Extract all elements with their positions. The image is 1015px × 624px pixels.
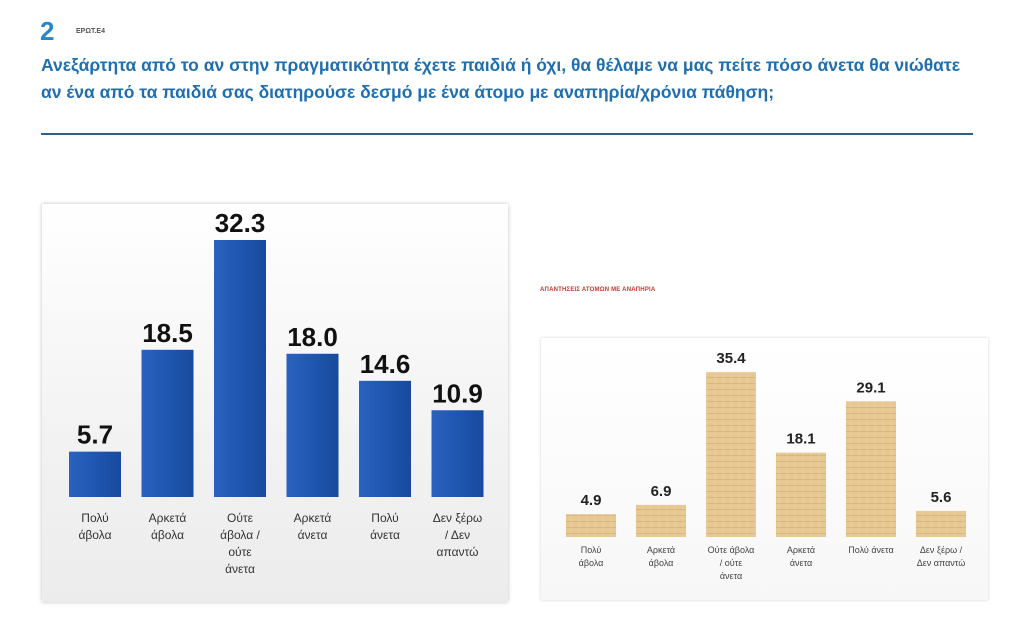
tick-label: Ούτε άβολα — [708, 545, 755, 555]
tick-label: άβολα — [151, 528, 184, 542]
bar — [69, 451, 121, 497]
tick-label: Αρκετά — [294, 511, 332, 525]
tick-label: άβολα — [78, 528, 111, 542]
chart-total: 5.7 Πολύ άβολα 18.5 Αρκετά άβολα 32.3 Ούτε άβολα… — [69, 208, 484, 576]
tick-label: Πολύ άνετα — [848, 545, 893, 555]
tick-label: / ούτε — [720, 558, 743, 568]
tick-label: Πολύ — [581, 545, 602, 555]
tick-label: Δεν απαντώ — [917, 558, 965, 568]
header-divider — [41, 133, 973, 135]
tick-label: / Δεν — [445, 528, 470, 542]
tick-label: Πολύ — [81, 511, 108, 525]
question-text: Ανεξάρτητα από το αν στην πραγματικότητα… — [41, 55, 961, 102]
data-label: 5.7 — [77, 420, 113, 450]
bar — [359, 380, 411, 497]
tick-label: άβολα — [579, 558, 604, 568]
bar — [214, 239, 266, 497]
data-label: 35.4 — [716, 350, 746, 367]
data-label: 6.9 — [651, 483, 672, 500]
data-label: 14.6 — [360, 349, 411, 379]
tick-label: Αρκετά — [647, 545, 675, 555]
tick-label: Δεν ξέρω — [433, 511, 483, 525]
bar — [706, 372, 756, 537]
bar — [566, 514, 616, 537]
data-label: 10.9 — [432, 378, 483, 408]
tick-label: Δεν ξέρω / — [920, 545, 963, 555]
tick-label: άνετα — [370, 528, 400, 542]
tick-label: Ούτε — [227, 511, 254, 525]
data-label: 5.6 — [931, 489, 952, 506]
data-label: 18.5 — [142, 318, 193, 348]
data-label: 29.1 — [856, 379, 885, 396]
tick-label: άνετα — [790, 558, 812, 568]
tick-label: απαντώ — [437, 545, 479, 559]
bar — [776, 452, 826, 537]
data-label: 32.3 — [215, 208, 266, 238]
chart-subtitle-disability: ΑΠΑΝΤΗΣΕΙΣ ΑΤΟΜΩΝ ΜΕ ΑΝΑΠΗΡΙΑ — [540, 287, 656, 293]
question-number: 2 — [40, 16, 55, 46]
data-label: 4.9 — [581, 492, 602, 509]
tick-label: άνετα — [298, 528, 328, 542]
tick-label: ούτε — [228, 545, 252, 559]
question-code: ΕΡΩΤ.Ε4 — [76, 28, 105, 35]
bar — [431, 410, 484, 497]
tick-label: Αρκετά — [149, 511, 187, 525]
tick-label: άβολα / — [220, 528, 260, 542]
data-label: 18.0 — [287, 322, 338, 352]
bar — [141, 349, 194, 497]
tick-label: άνετα — [720, 571, 742, 581]
tick-label: άβολα — [649, 558, 674, 568]
tick-label: άνετα — [225, 562, 255, 576]
bar — [636, 504, 686, 537]
data-label: 18.1 — [786, 431, 815, 448]
tick-label: Πολύ — [371, 511, 398, 525]
chart-panel-disability — [541, 338, 988, 600]
tick-label: Αρκετά — [787, 545, 815, 555]
bar — [846, 401, 896, 537]
chart-panel-total — [42, 204, 508, 602]
chart-disability: 4.9 Πολύ άβολα 6.9 Αρκετά άβολα 35.4 Ούτε άβολα… — [566, 350, 966, 581]
bar — [916, 510, 966, 537]
bar — [286, 353, 339, 497]
